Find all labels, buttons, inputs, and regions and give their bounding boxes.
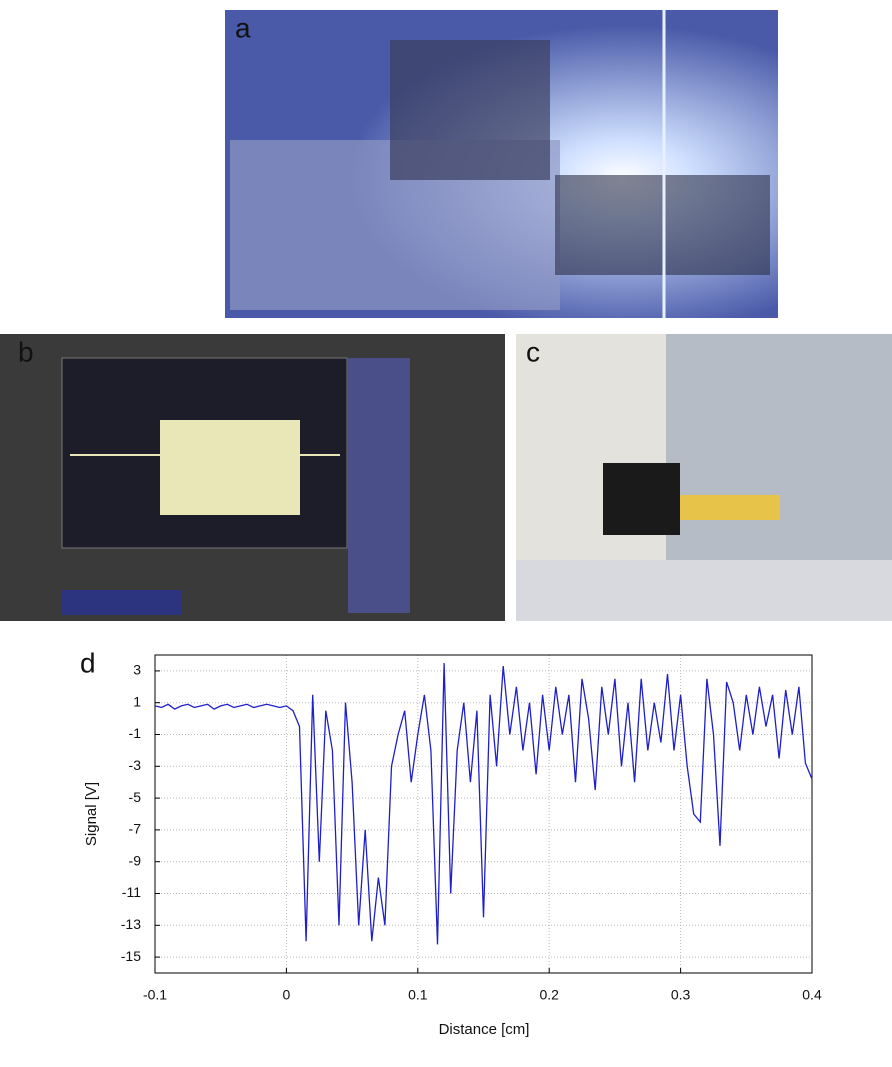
y-tick-label: -1 [129,725,142,741]
y-tick-label: -15 [121,948,141,964]
photo-detail [62,590,182,615]
x-axis-title: Distance [cm] [439,1021,530,1038]
photo-detail [516,560,892,621]
y-axis-title: Signal [V] [83,782,100,846]
y-tick-label: 1 [133,693,141,709]
y-tick-label: -9 [129,852,142,868]
panel-label: c [526,336,540,367]
x-tick-label: 0.3 [671,987,691,1003]
photo-detail [348,358,410,613]
photo-detail [603,463,680,535]
x-tick-label: 0 [283,987,291,1003]
x-tick-label: 0.1 [408,987,428,1003]
photo-detail [160,420,300,515]
x-tick-label: -0.1 [143,987,167,1003]
figure: a b c d Distance [cm] Signal [V] 3 1 -1 -3 -… [0,0,892,1067]
photo-detail [680,495,780,520]
y-tick-label: -7 [129,821,142,837]
x-tick-label: 0.4 [802,987,822,1003]
x-tick-label: 0.2 [539,987,559,1003]
panel-label: a [235,12,251,43]
panel-label: b [18,336,34,367]
y-tick-label: -3 [129,757,142,773]
y-tick-label: 3 [133,662,141,678]
data-line [155,663,812,944]
y-tick-label: -13 [121,916,141,932]
page: a b c d Distance [cm] Signal [V] 3 1 -1 -3 -… [0,0,892,1067]
panel-label: d [80,647,96,678]
y-tick-label: -11 [122,884,141,900]
y-tick-label: -5 [129,789,142,805]
photo-detail [390,40,550,180]
